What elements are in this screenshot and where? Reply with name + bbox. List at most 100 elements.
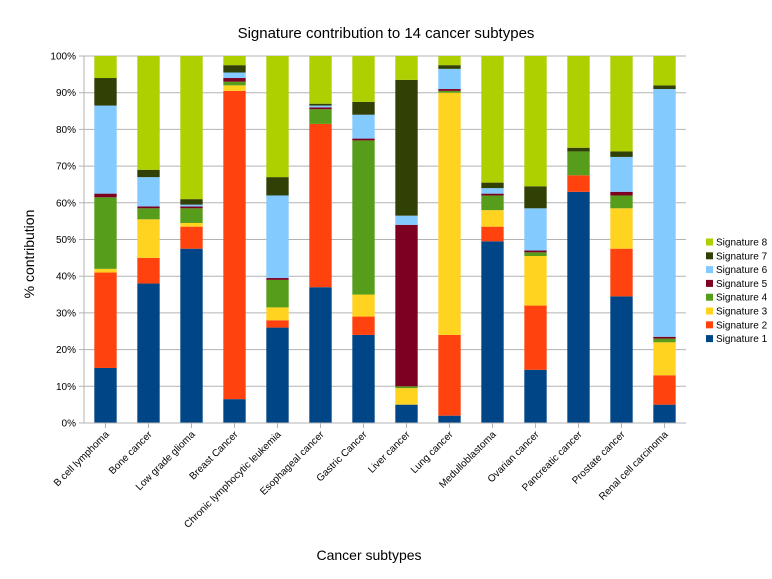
bar-segment-2	[438, 334, 461, 416]
legend-swatch	[706, 279, 713, 287]
bar-segment-2	[653, 375, 676, 405]
bar-segment-8	[481, 56, 504, 183]
bar-segment-1	[438, 415, 461, 423]
bar-segment-8	[395, 56, 418, 80]
gridlines	[84, 55, 686, 424]
bar-segment-6	[137, 177, 160, 207]
x-axis-label: Cancer subtypes	[316, 547, 421, 563]
y-axis-ticks: 0% 10% 20% 30% 40% 50% 60% 70% 80% 90% 100%	[50, 52, 84, 430]
bar-segment-8	[653, 56, 676, 86]
bar-segment-6	[266, 195, 289, 279]
bar-segment-7	[352, 101, 375, 115]
bar-segment-6	[481, 188, 504, 194]
bar-segment-2	[223, 90, 246, 400]
bar-segment-5	[395, 224, 418, 387]
bar-segment-7	[438, 65, 461, 69]
bar-segment-2	[524, 305, 547, 370]
bar-segment-5	[481, 193, 504, 196]
bar-segment-5	[94, 193, 117, 198]
bar-segment-2	[180, 226, 203, 249]
y-tick-label: 50%	[56, 235, 76, 246]
y-tick-label: 0%	[62, 419, 77, 430]
y-tick-label: 90%	[56, 88, 76, 99]
legend-label: Signature 6	[716, 265, 768, 276]
bar-segment-1	[94, 367, 117, 423]
bar-segment-4	[266, 279, 289, 308]
bar-segment-7	[137, 169, 160, 178]
x-tick-label: B cell lymphoma	[52, 429, 112, 489]
bar-segment-2	[610, 248, 633, 297]
bar-segment-3	[352, 294, 375, 317]
bar-segment-3	[610, 208, 633, 249]
bar-segment-3	[653, 342, 676, 376]
bar-segment-3	[180, 222, 203, 227]
bar-segment-3	[137, 219, 160, 258]
y-tick-label: 100%	[50, 52, 76, 63]
legend-swatch	[706, 252, 713, 260]
legend-label: Signature 2	[716, 320, 768, 331]
bar-segment-8	[610, 56, 633, 152]
bar-segment-7	[567, 147, 590, 152]
bar-segment-6	[180, 204, 203, 207]
bar-segment-3	[395, 388, 418, 405]
bar-segment-8	[223, 56, 246, 66]
bar-segment-4	[94, 197, 117, 269]
bar-segment-2	[481, 226, 504, 242]
bar-segment-5	[180, 206, 203, 209]
y-tick-label: 20%	[56, 345, 76, 356]
y-tick-label: 40%	[56, 272, 76, 283]
bar-segment-8	[94, 56, 117, 79]
bar-segment-7	[266, 177, 289, 196]
bar-segment-5	[352, 138, 375, 141]
y-tick-label: 60%	[56, 198, 76, 209]
bar-segment-1	[653, 404, 676, 423]
bar-segment-6	[309, 105, 332, 108]
bar-segment-3	[266, 307, 289, 321]
bar-segment-3	[94, 268, 117, 273]
bar-segment-8	[438, 56, 461, 66]
legend-label: Signature 4	[716, 293, 768, 304]
bar-segment-4	[352, 140, 375, 295]
bar-segment-1	[395, 404, 418, 423]
bar-segment-2	[266, 320, 289, 328]
axes	[83, 56, 686, 424]
y-tick-label: 30%	[56, 308, 76, 319]
legend: Signature 8 Signature 7 Signature 6 Signatu…	[706, 238, 768, 345]
bar-segment-1	[352, 334, 375, 423]
legend-swatch	[706, 266, 713, 274]
bar-segment-7	[180, 199, 203, 205]
bar-segment-5	[653, 336, 676, 339]
bar-segment-4	[653, 338, 676, 343]
bar-stacks	[94, 56, 676, 423]
bar-segment-4	[223, 81, 246, 86]
bar-segment-6	[94, 105, 117, 194]
bar-segment-7	[524, 186, 547, 209]
bar-segment-3	[524, 256, 547, 306]
bar-segment-4	[438, 90, 461, 93]
bar-segment-4	[481, 195, 504, 211]
bar-segment-2	[137, 257, 160, 284]
bar-segment-6	[395, 215, 418, 225]
bar-segment-1	[610, 296, 633, 423]
bar-segment-4	[567, 151, 590, 176]
legend-label: Signature 8	[716, 238, 768, 249]
bar-segment-6	[610, 156, 633, 192]
bar-segment-7	[653, 85, 676, 90]
bar-segment-8	[137, 56, 160, 170]
x-tick-label: Bone cancer	[107, 429, 155, 477]
bar-segment-1	[266, 327, 289, 423]
bar-segment-2	[352, 316, 375, 335]
legend-swatch	[706, 321, 713, 329]
bar-segment-5	[309, 107, 332, 110]
bar-segment-1	[567, 191, 590, 423]
chart-title: Signature contribution to 14 cancer subt…	[238, 25, 535, 42]
bar-segment-8	[180, 56, 203, 200]
bar-segment-7	[309, 103, 332, 106]
y-tick-label: 10%	[56, 382, 76, 393]
bar-segment-5	[524, 250, 547, 253]
bar-segment-7	[395, 79, 418, 216]
bar-segment-1	[309, 287, 332, 423]
bar-segment-3	[438, 92, 461, 335]
x-tick-label: Lung cancer	[409, 429, 456, 476]
